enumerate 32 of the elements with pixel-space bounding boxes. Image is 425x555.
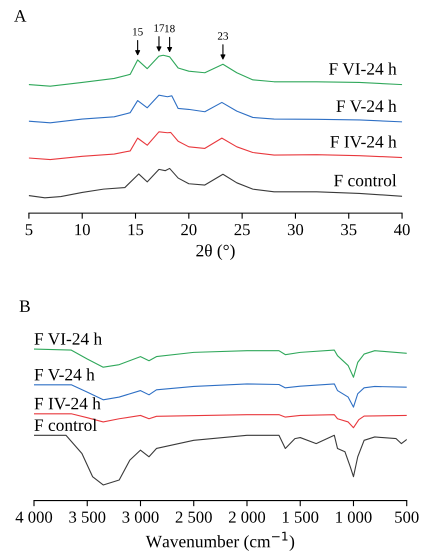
x-tick-label: 2 000 [228, 512, 266, 523]
x-tick-label: 4 000 [16, 512, 52, 523]
series-label: F V-24 h [336, 100, 396, 112]
series-label: F V-24 h [34, 368, 95, 381]
x-tick-label: 10 [75, 224, 90, 236]
series-label: F control [334, 174, 396, 186]
x-tick-label: 1 000 [336, 512, 372, 523]
series-label: F control [34, 418, 97, 431]
series-label: F IV-24 h [34, 397, 101, 410]
x-tick-label: 1 500 [282, 512, 318, 523]
x-axis-title: 2θ (°) [196, 244, 235, 260]
x-tick-label: 5 [26, 224, 32, 236]
x-tick-label: 3 000 [122, 512, 159, 523]
chart-title: A [14, 10, 26, 22]
x-tick-label: 25 [234, 224, 250, 236]
x-tick-label: 20 [181, 224, 197, 236]
x-axis-title: Wavenumber (cm$^{−1}$) [146, 532, 294, 551]
x-tick-label: 500 [395, 512, 419, 523]
x-tick-label: 3 500 [69, 512, 106, 523]
series-label: F VI-24 h [329, 62, 396, 75]
series-label: F IV-24 h [330, 135, 396, 148]
x-tick-label: 15 [128, 224, 144, 236]
annotation: 17 [154, 24, 164, 32]
x-tick-label: 40 [394, 224, 410, 236]
chart-title: B [20, 300, 30, 312]
x-tick-label: 2 500 [176, 512, 212, 523]
annotation: 23 [218, 32, 228, 40]
x-tick-label: 35 [341, 224, 356, 236]
x-tick-label: 30 [288, 224, 304, 236]
annotation: 18 [165, 24, 175, 32]
annotation: 15 [133, 28, 143, 36]
series-label: F VI-24 h [34, 332, 102, 345]
